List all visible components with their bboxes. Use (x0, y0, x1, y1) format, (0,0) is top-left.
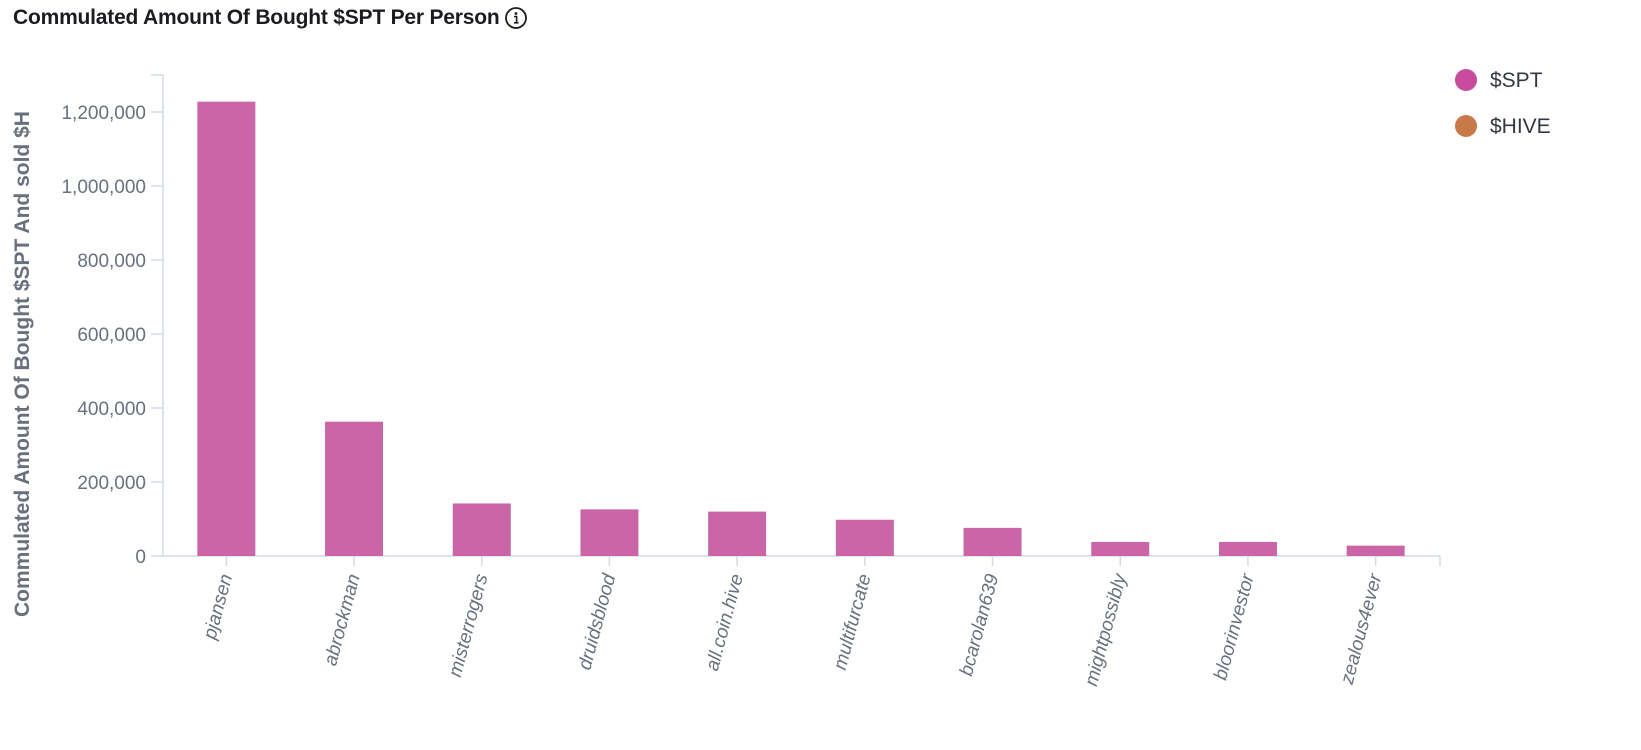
legend-item[interactable]: $SPT (1455, 69, 1543, 92)
x-tick-label: zealous4ever (1337, 571, 1387, 687)
y-tick-label: 1,200,000 (61, 103, 146, 124)
chart-title: Commulated Amount Of Bought $SPT Per Per… (13, 6, 500, 29)
y-tick-label: 1,000,000 (61, 177, 146, 198)
y-tick-label: 600,000 (77, 325, 146, 346)
y-axis-label: Commulated Amount Of Bought $SPT And sol… (11, 111, 34, 617)
y-tick-label: 400,000 (77, 399, 146, 420)
x-tick-label: druidsblood (575, 570, 621, 672)
legend-swatch (1455, 69, 1477, 91)
chart-title-row: Commulated Amount Of Bought $SPT Per Per… (13, 6, 528, 30)
bar-bloorinvestor[interactable] (1218, 541, 1277, 556)
bar-bcarolan639[interactable] (963, 527, 1022, 556)
x-tick-label: abrockman (320, 572, 365, 668)
bar-druidsblood[interactable] (580, 509, 639, 556)
x-tick-label: pjansen (199, 572, 237, 643)
x-tick-label: mightpossibly (1081, 570, 1131, 688)
bar-all-coin-hive[interactable] (708, 511, 767, 556)
y-tick-label: 200,000 (77, 473, 146, 494)
bar-multifurcate[interactable] (835, 519, 894, 556)
x-tick-label: multifurcate (830, 572, 876, 672)
legend-label: $HIVE (1490, 115, 1551, 138)
x-tick-label: misterrogers (445, 571, 493, 679)
info-circle-icon[interactable] (504, 6, 528, 30)
y-tick-label: 0 (135, 547, 146, 568)
x-tick-label: all.coin.hive (702, 572, 748, 673)
bar-pjansen[interactable] (197, 101, 256, 556)
legend-item[interactable]: $HIVE (1455, 115, 1551, 138)
bar-abrockman[interactable] (325, 421, 384, 556)
bar-mightpossibly[interactable] (1091, 541, 1150, 556)
legend-label: $SPT (1490, 69, 1543, 92)
x-tick-label: bcarolan639 (956, 571, 1003, 678)
bar-zealous4ever[interactable] (1346, 545, 1405, 556)
legend-swatch (1455, 115, 1477, 137)
x-tick-label: bloorinvestor (1210, 571, 1259, 682)
bar-misterrogers[interactable] (452, 503, 511, 556)
y-tick-label: 800,000 (77, 251, 146, 272)
